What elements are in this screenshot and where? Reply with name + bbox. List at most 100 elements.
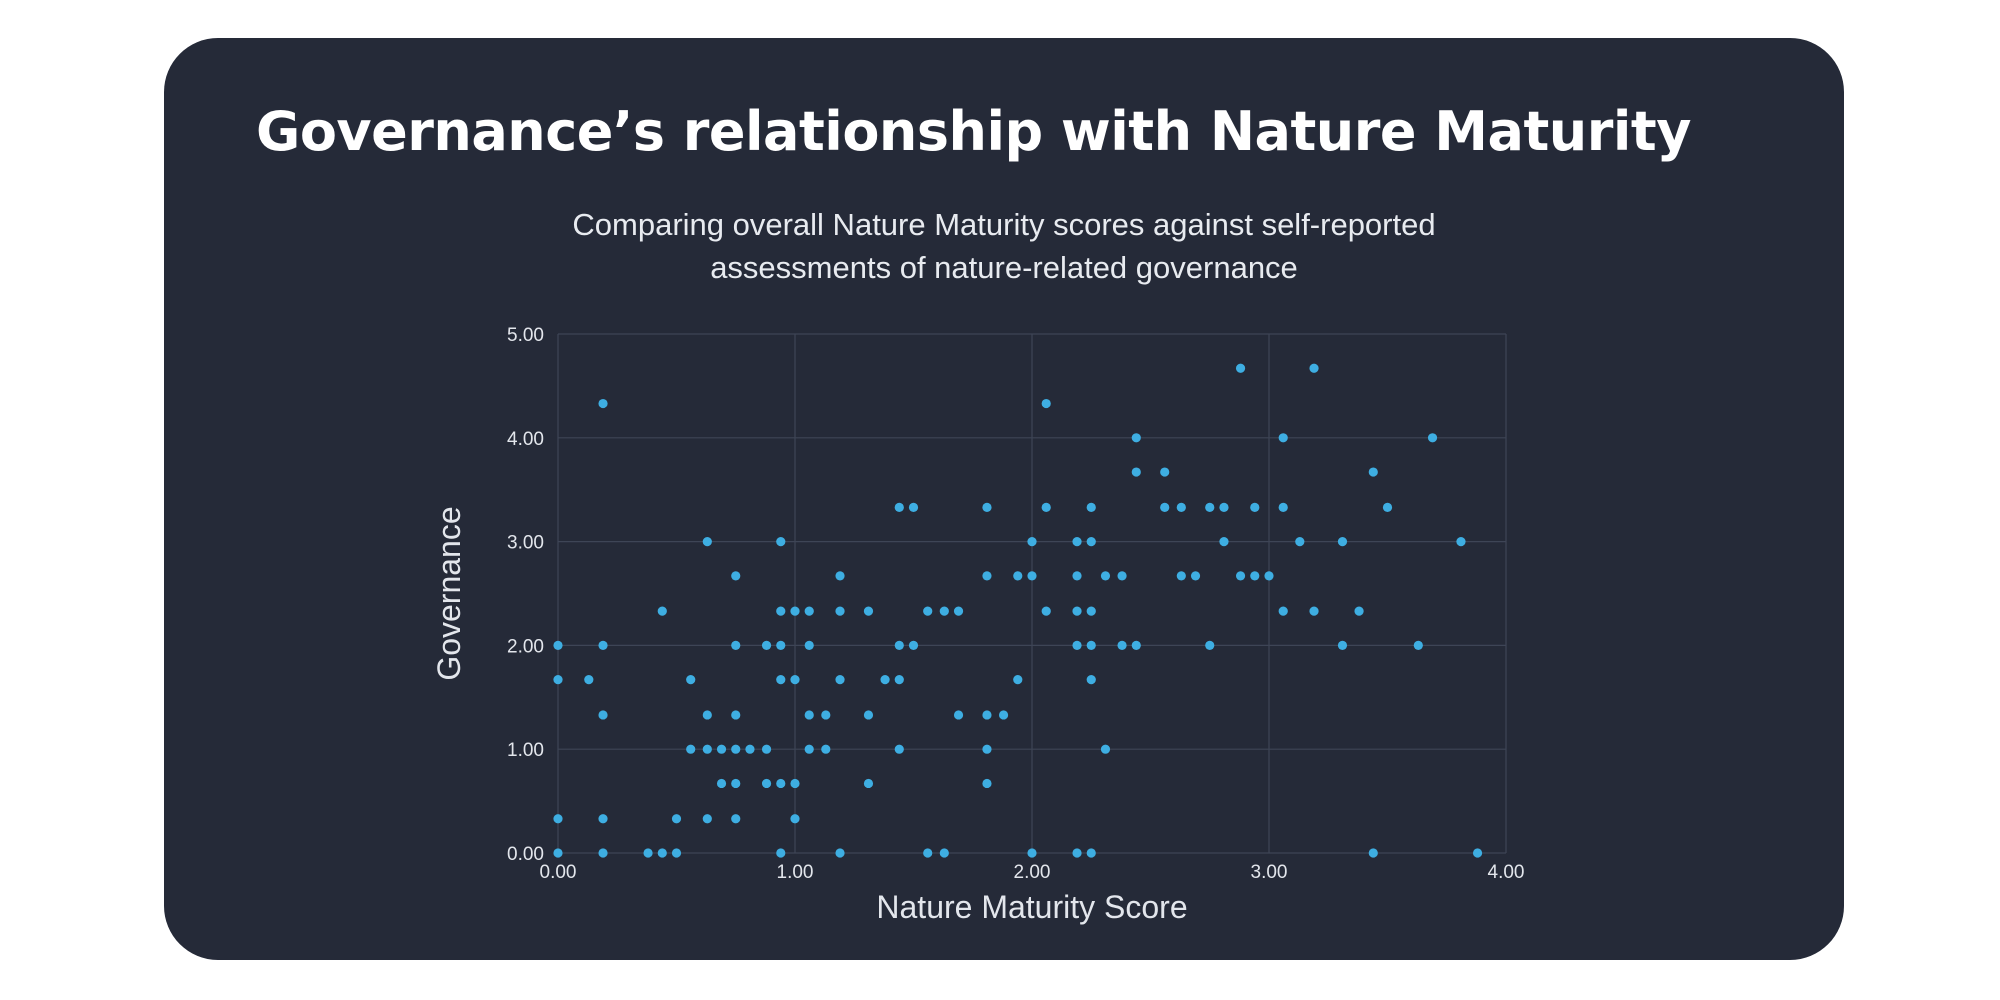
grid-lines xyxy=(557,333,1507,854)
scatter-point xyxy=(894,744,904,754)
scatter-point xyxy=(1117,640,1127,651)
scatter-point xyxy=(1337,537,1348,547)
scatter-point xyxy=(1472,848,1483,858)
scatter-point xyxy=(598,710,608,720)
x-tick-label: 0.00 xyxy=(540,862,577,883)
scatter-point xyxy=(821,744,831,754)
scatter-point xyxy=(1041,398,1051,409)
scatter-point xyxy=(804,640,814,651)
scatter-point xyxy=(731,814,741,824)
scatter-point xyxy=(1190,571,1201,581)
scatter-point xyxy=(553,640,563,651)
scatter-point xyxy=(1278,433,1288,443)
scatter-point xyxy=(1295,537,1305,547)
scatter-point xyxy=(1013,571,1023,581)
scatter-point xyxy=(1160,467,1170,477)
scatter-point xyxy=(553,814,563,824)
scatter-point xyxy=(982,744,992,754)
scatter-point xyxy=(1382,502,1393,512)
y-tick-label: 0.00 xyxy=(507,844,544,865)
scatter-point xyxy=(1309,606,1319,616)
scatter-point xyxy=(553,848,563,858)
scatter-point xyxy=(1264,571,1274,581)
scatter-point xyxy=(1235,363,1246,373)
scatter-point xyxy=(982,710,992,720)
scatter-point xyxy=(1205,640,1215,651)
scatter-point xyxy=(1219,537,1229,547)
scatter-point xyxy=(804,710,814,720)
scatter-point xyxy=(923,848,933,858)
scatter-point xyxy=(702,710,712,720)
scatter-point xyxy=(657,606,667,616)
scatter-point xyxy=(731,744,741,754)
scatter-point xyxy=(1086,502,1096,512)
scatter-point xyxy=(982,778,992,789)
scatter-point xyxy=(1072,640,1082,651)
scatter-point xyxy=(1160,502,1170,512)
scatter-point xyxy=(908,640,919,651)
scatter-point xyxy=(702,744,712,754)
scatter-point xyxy=(1250,571,1260,581)
scatter-point xyxy=(731,571,741,581)
scatter-point xyxy=(1235,571,1246,581)
scatter-point xyxy=(804,744,814,754)
tick-labels: 0.00 1.00 2.00 3.00 4.00 5.00 0.00 1.00 2.00 3.00… xyxy=(507,325,1524,883)
scatter-point xyxy=(1041,502,1051,512)
scatter-point xyxy=(1072,848,1082,858)
scatter-point xyxy=(790,606,800,616)
scatter-point xyxy=(1027,537,1037,547)
scatter-point xyxy=(598,848,608,858)
scatter-point xyxy=(598,814,608,824)
scatter-point xyxy=(835,848,845,858)
scatter-point xyxy=(731,778,741,789)
scatter-point xyxy=(1027,571,1037,581)
scatter-point xyxy=(686,675,696,685)
chart-card: Governance’s relationship with Nature Ma… xyxy=(164,38,1844,960)
scatter-point xyxy=(1278,606,1288,616)
scatter-point xyxy=(657,848,667,858)
scatter-point xyxy=(1086,537,1096,547)
scatter-point xyxy=(982,502,992,512)
scatter-point xyxy=(908,502,919,512)
scatter-point xyxy=(776,640,786,651)
scatter-point xyxy=(1176,502,1186,512)
scatter-point xyxy=(939,848,949,858)
scatter-point xyxy=(702,537,712,547)
x-tick-label: 1.00 xyxy=(777,862,814,883)
scatter-point xyxy=(1100,744,1111,754)
scatter-point xyxy=(1013,675,1023,685)
page-title: Governance’s relationship with Nature Ma… xyxy=(256,100,1691,163)
scatter-point xyxy=(1041,606,1051,616)
scatter-point xyxy=(894,640,904,651)
scatter-point xyxy=(1086,675,1096,685)
scatter-point xyxy=(702,814,712,824)
y-tick-label: 4.00 xyxy=(507,429,544,450)
scatter-point xyxy=(863,606,874,616)
scatter-point xyxy=(1072,606,1082,616)
scatter-point xyxy=(1086,640,1096,651)
scatter-point xyxy=(953,606,964,616)
scatter-point xyxy=(731,640,741,651)
scatter-point xyxy=(1131,640,1141,651)
scatter-point xyxy=(671,848,682,858)
scatter-point xyxy=(745,744,755,754)
scatter-point xyxy=(894,675,904,685)
scatter-point xyxy=(790,778,800,789)
scatter-point xyxy=(671,814,682,824)
scatter-point xyxy=(835,606,845,616)
scatter-point xyxy=(1368,467,1378,477)
scatter-point xyxy=(1205,502,1215,512)
y-tick-label: 1.00 xyxy=(507,740,544,761)
scatter-point xyxy=(776,778,786,789)
x-tick-label: 4.00 xyxy=(1488,862,1525,883)
y-tick-label: 2.00 xyxy=(507,636,544,657)
scatter-point xyxy=(880,675,890,685)
y-tick-label: 3.00 xyxy=(507,533,544,554)
scatter-point xyxy=(1100,571,1111,581)
scatter-point xyxy=(1072,571,1082,581)
scatter-point xyxy=(790,814,800,824)
scatter-point xyxy=(1117,571,1127,581)
scatter-point xyxy=(953,710,964,720)
scatter-point xyxy=(821,710,831,720)
